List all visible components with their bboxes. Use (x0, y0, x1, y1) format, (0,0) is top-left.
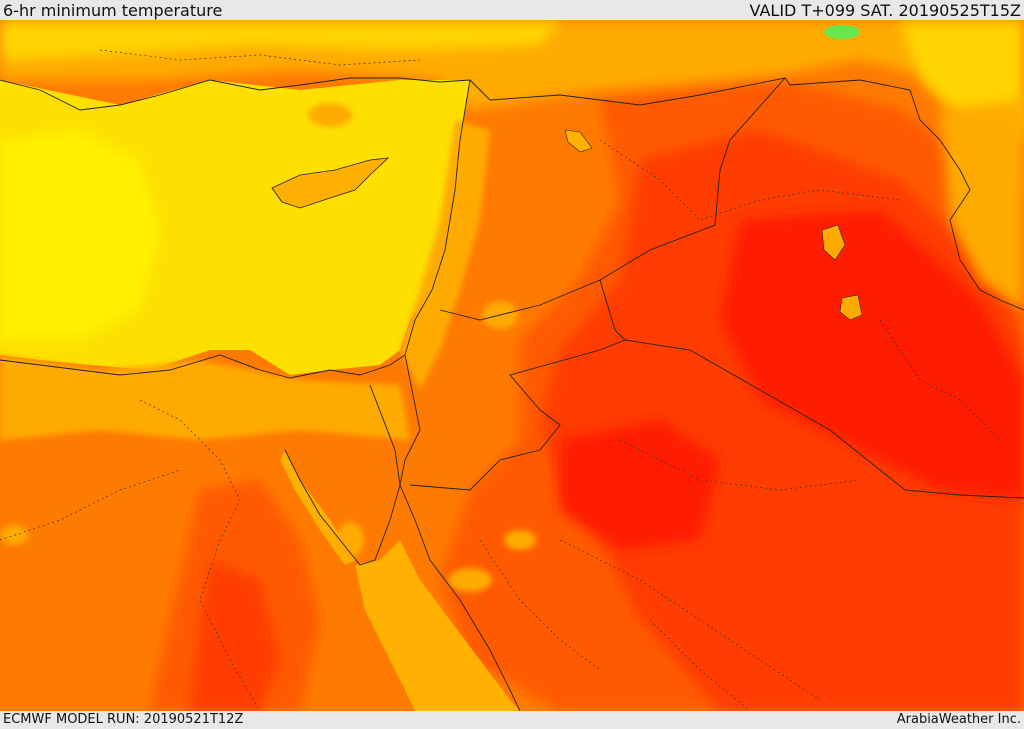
northern-cool-belt (0, 20, 1024, 140)
model-run: ECMWF MODEL RUN: 20190521T12Z (3, 712, 244, 727)
header-bar: 6-hr minimum temperature VALID T+099 SAT… (0, 0, 1024, 20)
red-sea (355, 540, 520, 711)
egypt-coast-band (0, 355, 410, 440)
gulf-of-suez (280, 450, 355, 565)
coastlines (0, 77, 521, 711)
borders (369, 77, 1024, 499)
lake-2 (839, 294, 863, 321)
footer-bar: ECMWF MODEL RUN: 20190521T12Z ArabiaWeat… (0, 711, 1024, 729)
open-sea-patch (0, 130, 160, 340)
valid-time: VALID T+099 SAT. 20190525T15Z (749, 1, 1021, 20)
map-title: 6-hr minimum temperature (3, 1, 223, 20)
extreme-region (560, 210, 1024, 550)
lake-1 (821, 224, 846, 261)
lake-3 (564, 129, 593, 153)
admin-boundaries (0, 49, 1001, 711)
cyprus-island (271, 157, 390, 209)
warm-patches (0, 103, 536, 592)
levant-coast (400, 120, 490, 390)
cold-spot (824, 25, 860, 39)
temperature-map (0, 20, 1024, 711)
zagros-cool-strip (940, 100, 1024, 310)
credit: ArabiaWeather Inc. (896, 712, 1021, 727)
